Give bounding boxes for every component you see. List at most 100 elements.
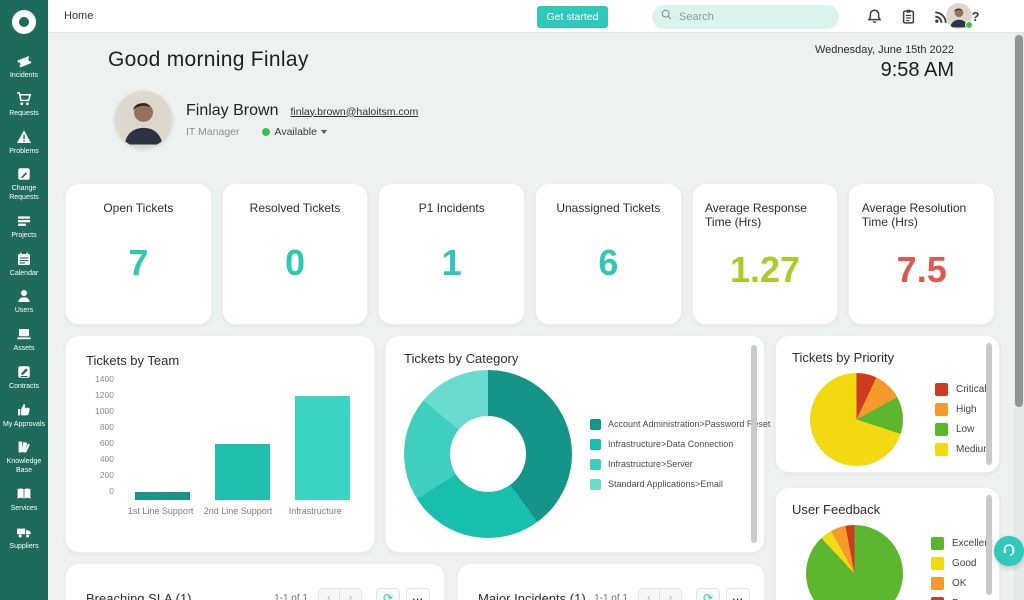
thumbs-up-icon xyxy=(16,402,32,418)
sidebar-item-contracts[interactable]: Contracts xyxy=(0,359,48,397)
refresh-button[interactable]: ⟳ xyxy=(376,588,400,600)
stat-card-average-resolution-time-hrs-[interactable]: Average Resolution Time (Hrs) 7.5 xyxy=(848,183,996,325)
sidebar-item-projects[interactable]: Projects xyxy=(0,208,48,246)
prev-page-button[interactable]: ‹ xyxy=(638,588,660,600)
page-scrollbar-thumb[interactable] xyxy=(1015,35,1023,407)
sidebar-item-label: Problems xyxy=(9,147,39,155)
tickets-by-category-title: Tickets by Category xyxy=(404,351,519,366)
feedback-card-scrollbar[interactable] xyxy=(986,495,992,595)
tab-home[interactable]: Home xyxy=(64,10,94,22)
search-bar[interactable] xyxy=(652,5,839,29)
priority-card-scrollbar[interactable] xyxy=(986,343,992,465)
sidebar-item-requests[interactable]: Requests xyxy=(0,86,48,124)
search-input[interactable] xyxy=(679,11,819,23)
y-tick-label: 600 xyxy=(99,438,114,448)
y-tick-label: 800 xyxy=(99,422,114,432)
stat-label: Average Resolution Time (Hrs) xyxy=(861,201,967,229)
sidebar-item-calendar[interactable]: Calendar xyxy=(0,246,48,284)
status-dropdown[interactable]: Available xyxy=(274,125,317,138)
legend-swatch xyxy=(931,597,944,600)
stat-card-open-tickets[interactable]: Open Tickets 7 xyxy=(65,183,212,325)
category-card-scrollbar[interactable] xyxy=(751,345,757,543)
bar-2nd-line-support[interactable] xyxy=(214,444,270,500)
legend-label: Standard Applications>Email xyxy=(608,479,723,489)
notifications-bell-icon[interactable] xyxy=(866,8,883,25)
signature-icon xyxy=(16,364,32,380)
legend-swatch xyxy=(590,478,601,490)
prev-page-button[interactable]: ‹ xyxy=(318,588,340,600)
y-tick-label: 0 xyxy=(109,486,114,496)
sidebar-item-label: Users xyxy=(14,307,34,315)
refresh-button[interactable]: ⟳ xyxy=(696,588,720,600)
sidebar-item-suppliers[interactable]: Suppliers xyxy=(0,519,48,557)
next-page-button[interactable]: › xyxy=(660,588,682,600)
stat-card-unassigned-tickets[interactable]: Unassigned Tickets 6 xyxy=(535,183,682,325)
help-question-icon[interactable]: ? xyxy=(971,9,980,24)
open-book-icon xyxy=(16,486,32,502)
page-greeting: Good morning Finlay xyxy=(108,48,309,71)
refresh-icon: ⟳ xyxy=(702,591,714,600)
legend-swatch xyxy=(935,443,948,456)
sidebar-item-label: My Approvals xyxy=(2,420,46,428)
tasks-clipboard-icon[interactable] xyxy=(900,8,917,25)
ticket-icon xyxy=(16,53,32,69)
y-tick-label: 200 xyxy=(99,470,114,480)
sidebar-item-assets[interactable]: Assets xyxy=(0,321,48,359)
sidebar-item-users[interactable]: Users xyxy=(0,283,48,321)
card-tickets-by-priority: Tickets by Priority Critical High Low Mediu… xyxy=(775,335,1000,473)
y-tick-label: 1200 xyxy=(95,390,114,400)
legend-swatch xyxy=(935,403,948,416)
sidebar: Incidents Requests Problems Change Requests… xyxy=(0,0,48,600)
legend-item-account-administration-password-reset: Account Administration>Password Reset xyxy=(590,418,770,430)
stat-label: P1 Incidents xyxy=(418,201,485,215)
stat-card-resolved-tickets[interactable]: Resolved Tickets 0 xyxy=(221,183,369,325)
stat-value: 7.5 xyxy=(896,248,947,290)
user-email-link[interactable]: finlay.brown@haloitsm.com xyxy=(290,105,419,118)
legend-item-critical: Critical xyxy=(935,383,992,396)
user-name: Finlay Brown xyxy=(186,101,279,119)
pagination-label: 1-1 of 1 xyxy=(274,592,308,600)
stats-row: Open Tickets 7 Resolved Tickets 0 P1 Inciden… xyxy=(65,183,996,325)
sidebar-item-incidents[interactable]: Incidents xyxy=(0,48,48,86)
app-logo[interactable] xyxy=(12,10,36,34)
ellipsis-icon: ... xyxy=(732,592,744,600)
bar-infrastructure[interactable] xyxy=(294,396,350,500)
user-profile: Finlay Brown finlay.brown@haloitsm.com I… xyxy=(115,91,418,148)
sidebar-item-knowledge-base[interactable]: Knowledge Base xyxy=(0,434,48,481)
current-date: Wednesday, June 15th 2022 xyxy=(814,44,954,56)
legend-item-high: High xyxy=(935,403,992,416)
next-page-button[interactable]: › xyxy=(340,588,362,600)
bar-y-axis: 1400 1200 1000 800 600 400 200 0 xyxy=(86,374,116,500)
search-icon xyxy=(660,8,673,26)
legend-label: Infrastructure>Server xyxy=(608,459,693,469)
sidebar-item-change-requests[interactable]: Change Requests xyxy=(0,161,48,208)
bar-x-labels: 1st Line Support 2nd Line Support Infrastr… xyxy=(122,506,354,516)
more-options-button[interactable]: ... xyxy=(726,588,750,600)
legend-swatch xyxy=(590,458,601,470)
stat-value: 1.27 xyxy=(729,248,801,290)
sidebar-item-label: Projects xyxy=(11,231,37,239)
get-started-button[interactable]: Get started xyxy=(537,6,608,28)
y-tick-label: 400 xyxy=(99,454,114,464)
stat-card-average-response-time-hrs-[interactable]: Average Response Time (Hrs) 1.27 xyxy=(691,183,839,325)
more-options-button[interactable]: ... xyxy=(406,588,430,600)
legend-label: Infrastructure>Data Connection xyxy=(608,439,734,449)
sidebar-item-services[interactable]: Services xyxy=(0,481,48,519)
rss-feed-icon[interactable] xyxy=(933,8,950,25)
chat-button[interactable] xyxy=(994,536,1024,566)
y-tick-label: 1400 xyxy=(95,374,114,384)
topbar: Home Get started ? xyxy=(48,0,1024,33)
sidebar-item-my-approvals[interactable]: My Approvals xyxy=(0,397,48,435)
panel-title: Major Incidents (1) xyxy=(478,590,586,600)
legend-item-excellent: Excellent xyxy=(931,537,993,550)
stat-card-p1-incidents[interactable]: P1 Incidents 1 xyxy=(378,183,526,325)
sidebar-item-problems[interactable]: Problems xyxy=(0,124,48,162)
legend-item-medium: Medium xyxy=(935,443,992,456)
stat-label: Unassigned Tickets xyxy=(556,201,661,215)
profile-avatar[interactable] xyxy=(115,91,172,148)
tickets-by-priority-title: Tickets by Priority xyxy=(792,350,895,365)
stat-label: Open Tickets xyxy=(103,201,174,215)
bar-1st-line-support[interactable] xyxy=(134,492,190,500)
panel-breaching-sla: Breaching SLA (1) 1-1 of 1 ‹ › ⟳... xyxy=(65,563,445,600)
bar-x-label: 1st Line Support xyxy=(127,506,194,516)
